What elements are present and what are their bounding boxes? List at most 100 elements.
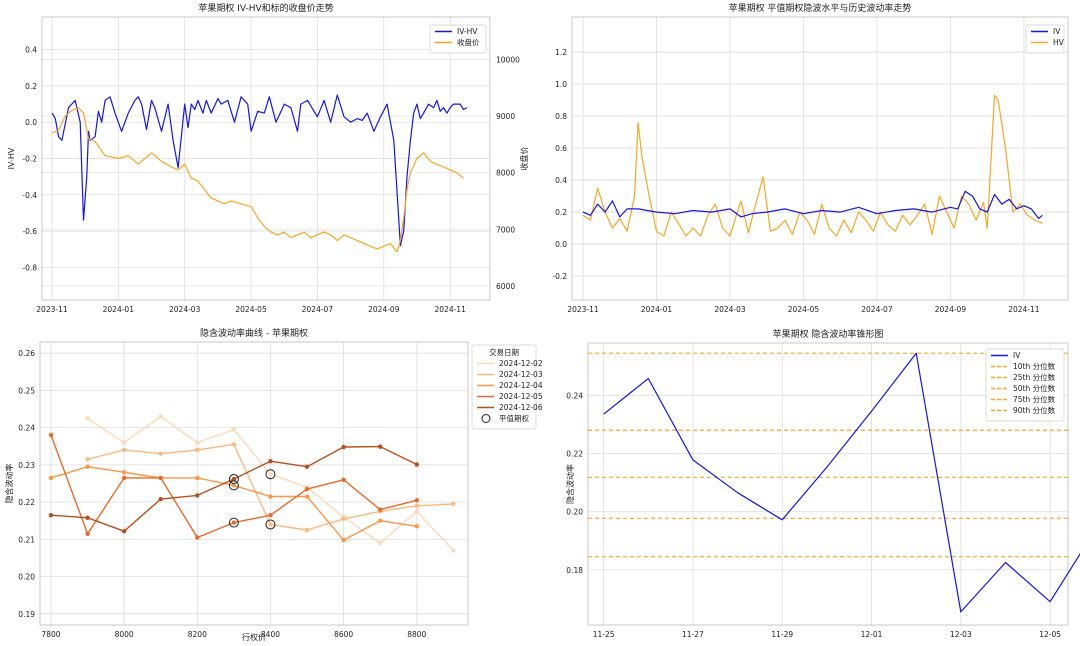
chart1-ylabel: IV-HV xyxy=(7,147,16,169)
chart3-point xyxy=(341,537,346,543)
chart3-point xyxy=(85,416,90,421)
chart1-ylabel-right: 收盘价 xyxy=(519,147,529,171)
chart3-point xyxy=(231,483,237,488)
chart3-point xyxy=(268,494,273,499)
chart3-ytick-label: 0.23 xyxy=(18,461,35,470)
chart1-ytick-label: 0.2 xyxy=(25,82,37,91)
chart3-point xyxy=(158,475,163,481)
chart1-xtick-label: 2024-07 xyxy=(302,305,334,314)
chart3-legend-title: 交易日期 xyxy=(489,347,519,357)
chart2-legend-label: HV xyxy=(1053,38,1065,47)
chart4-legend-label: 50th 分位数 xyxy=(1013,383,1056,393)
chart1-xtick-label: 2024-11 xyxy=(435,305,467,314)
chart3-point xyxy=(451,548,456,553)
chart3-ytick-label: 0.22 xyxy=(18,498,35,507)
chart3-point xyxy=(85,464,90,469)
chart4-xtick-label: 12-01 xyxy=(861,630,883,639)
chart4-legend-label: IV xyxy=(1013,351,1021,360)
chart1-ytick-label: -0.8 xyxy=(22,263,37,272)
chart3-point xyxy=(414,509,419,514)
chart3-point xyxy=(121,440,127,445)
chart2-xtick-label: 2024-09 xyxy=(935,305,967,314)
chart3-point xyxy=(341,444,346,450)
chart3-point xyxy=(195,440,200,445)
chart2-ytick-label: -0.2 xyxy=(552,272,567,281)
chart3-point xyxy=(268,512,273,518)
chart3-atm-marker xyxy=(265,469,276,480)
chart1-xtick-label: 2024-03 xyxy=(169,305,201,314)
chart2-ytick-label: 0.0 xyxy=(555,240,567,249)
chart4-xtick-label: 11-25 xyxy=(593,630,615,639)
chart3-point xyxy=(195,535,200,540)
chart4-legend-label: 10th 分位数 xyxy=(1013,361,1056,371)
chart1-ytick-right-label: 10000 xyxy=(496,55,520,64)
chart3-legend-label: 2024-12-06 xyxy=(499,403,543,412)
chart3-point xyxy=(231,476,237,482)
chart3-point xyxy=(121,470,127,475)
chart3-title: 隐含波动率曲线 - 苹果期权 xyxy=(200,327,308,339)
chart3-point xyxy=(304,527,310,533)
chart3-point xyxy=(451,501,456,507)
chart4-frame xyxy=(587,342,1069,626)
chart3-point xyxy=(231,442,237,447)
chart2-xtick-label: 2024-07 xyxy=(861,305,893,314)
chart3-legend-label: 2024-12-05 xyxy=(499,392,543,401)
chart1-legend-label: IV-HV xyxy=(457,27,478,36)
chart3-point xyxy=(48,432,54,438)
chart4-ytick-label: 0.18 xyxy=(566,566,583,575)
chart3-legend-label: 平值期权 xyxy=(499,413,529,423)
chart3-legend-marker xyxy=(481,414,491,423)
chart4-xtick-label: 11-29 xyxy=(771,630,793,639)
chart3-atm-marker xyxy=(228,517,239,528)
chart1-ytick-label: 0.4 xyxy=(25,46,37,55)
chart4-xtick-label: 12-03 xyxy=(950,630,972,639)
chart2-ytick-label: 0.6 xyxy=(555,144,567,153)
chart1-ytick-right-label: 7000 xyxy=(496,225,515,234)
chart2-xtick-label: 2023-11 xyxy=(567,305,599,314)
chart2-title: 苹果期权 平值期权隐波水平与历史波动率走势 xyxy=(729,2,912,14)
chart3-xtick-label: 8400 xyxy=(261,630,280,639)
chart3-point xyxy=(85,457,90,462)
chart3-xtick-label: 8200 xyxy=(188,630,207,639)
chart3-point xyxy=(414,462,419,467)
chart3-xlabel: 行权价 xyxy=(242,632,266,642)
chart2-xtick-label: 2024-11 xyxy=(1008,305,1040,314)
chart3-point xyxy=(158,414,163,419)
chart3-point xyxy=(378,507,383,512)
chart3-point xyxy=(121,447,127,453)
chart1-ytick-label: 0.0 xyxy=(25,118,37,127)
chart1-ytick-right-label: 9000 xyxy=(496,112,515,121)
chart3-ytick-label: 0.20 xyxy=(18,573,35,582)
chart2-series-iv xyxy=(582,190,1043,220)
chart4-ytick-label: 0.24 xyxy=(566,391,583,400)
chart3-point xyxy=(121,528,127,534)
chart3-xtick-label: 8800 xyxy=(407,630,426,639)
chart4-xtick-label: 12-05 xyxy=(1039,630,1061,639)
chart4-ylabel: 隐含波动率 xyxy=(565,464,575,504)
chart1-title: 苹果期权 IV-HV和标的收盘价走势 xyxy=(198,2,333,14)
chart1-xtick-label: 2024-09 xyxy=(368,305,400,314)
chart4-ytick-label: 0.22 xyxy=(566,449,583,458)
chart3-xtick-label: 8000 xyxy=(115,630,134,639)
chart3-ytick-label: 0.26 xyxy=(18,349,35,358)
chart3-ylabel: 隐含波动率 xyxy=(4,464,14,504)
chart2-xtick-label: 2024-05 xyxy=(788,305,820,314)
chart3-point xyxy=(158,451,163,456)
chart3-point xyxy=(195,447,200,453)
chart3-point xyxy=(85,515,90,520)
chart3-legend-label: 2024-12-04 xyxy=(499,381,543,390)
chart2-frame xyxy=(571,16,1069,301)
chart3-xtick-label: 8600 xyxy=(334,630,353,639)
chart1-xtick-label: 2024-01 xyxy=(103,305,135,314)
chart3-point xyxy=(231,427,237,432)
chart3-point xyxy=(304,494,310,499)
chart3-point xyxy=(268,522,273,527)
chart2-ytick-label: 0.2 xyxy=(555,208,567,217)
chart1-legend-label: 收盘价 xyxy=(457,37,480,47)
chart3-atm-marker xyxy=(265,519,276,530)
chart3-point xyxy=(341,516,346,522)
chart4-legend-label: 75th 分位数 xyxy=(1013,394,1056,404)
chart3-point xyxy=(195,475,200,481)
chart3-point xyxy=(231,520,237,525)
